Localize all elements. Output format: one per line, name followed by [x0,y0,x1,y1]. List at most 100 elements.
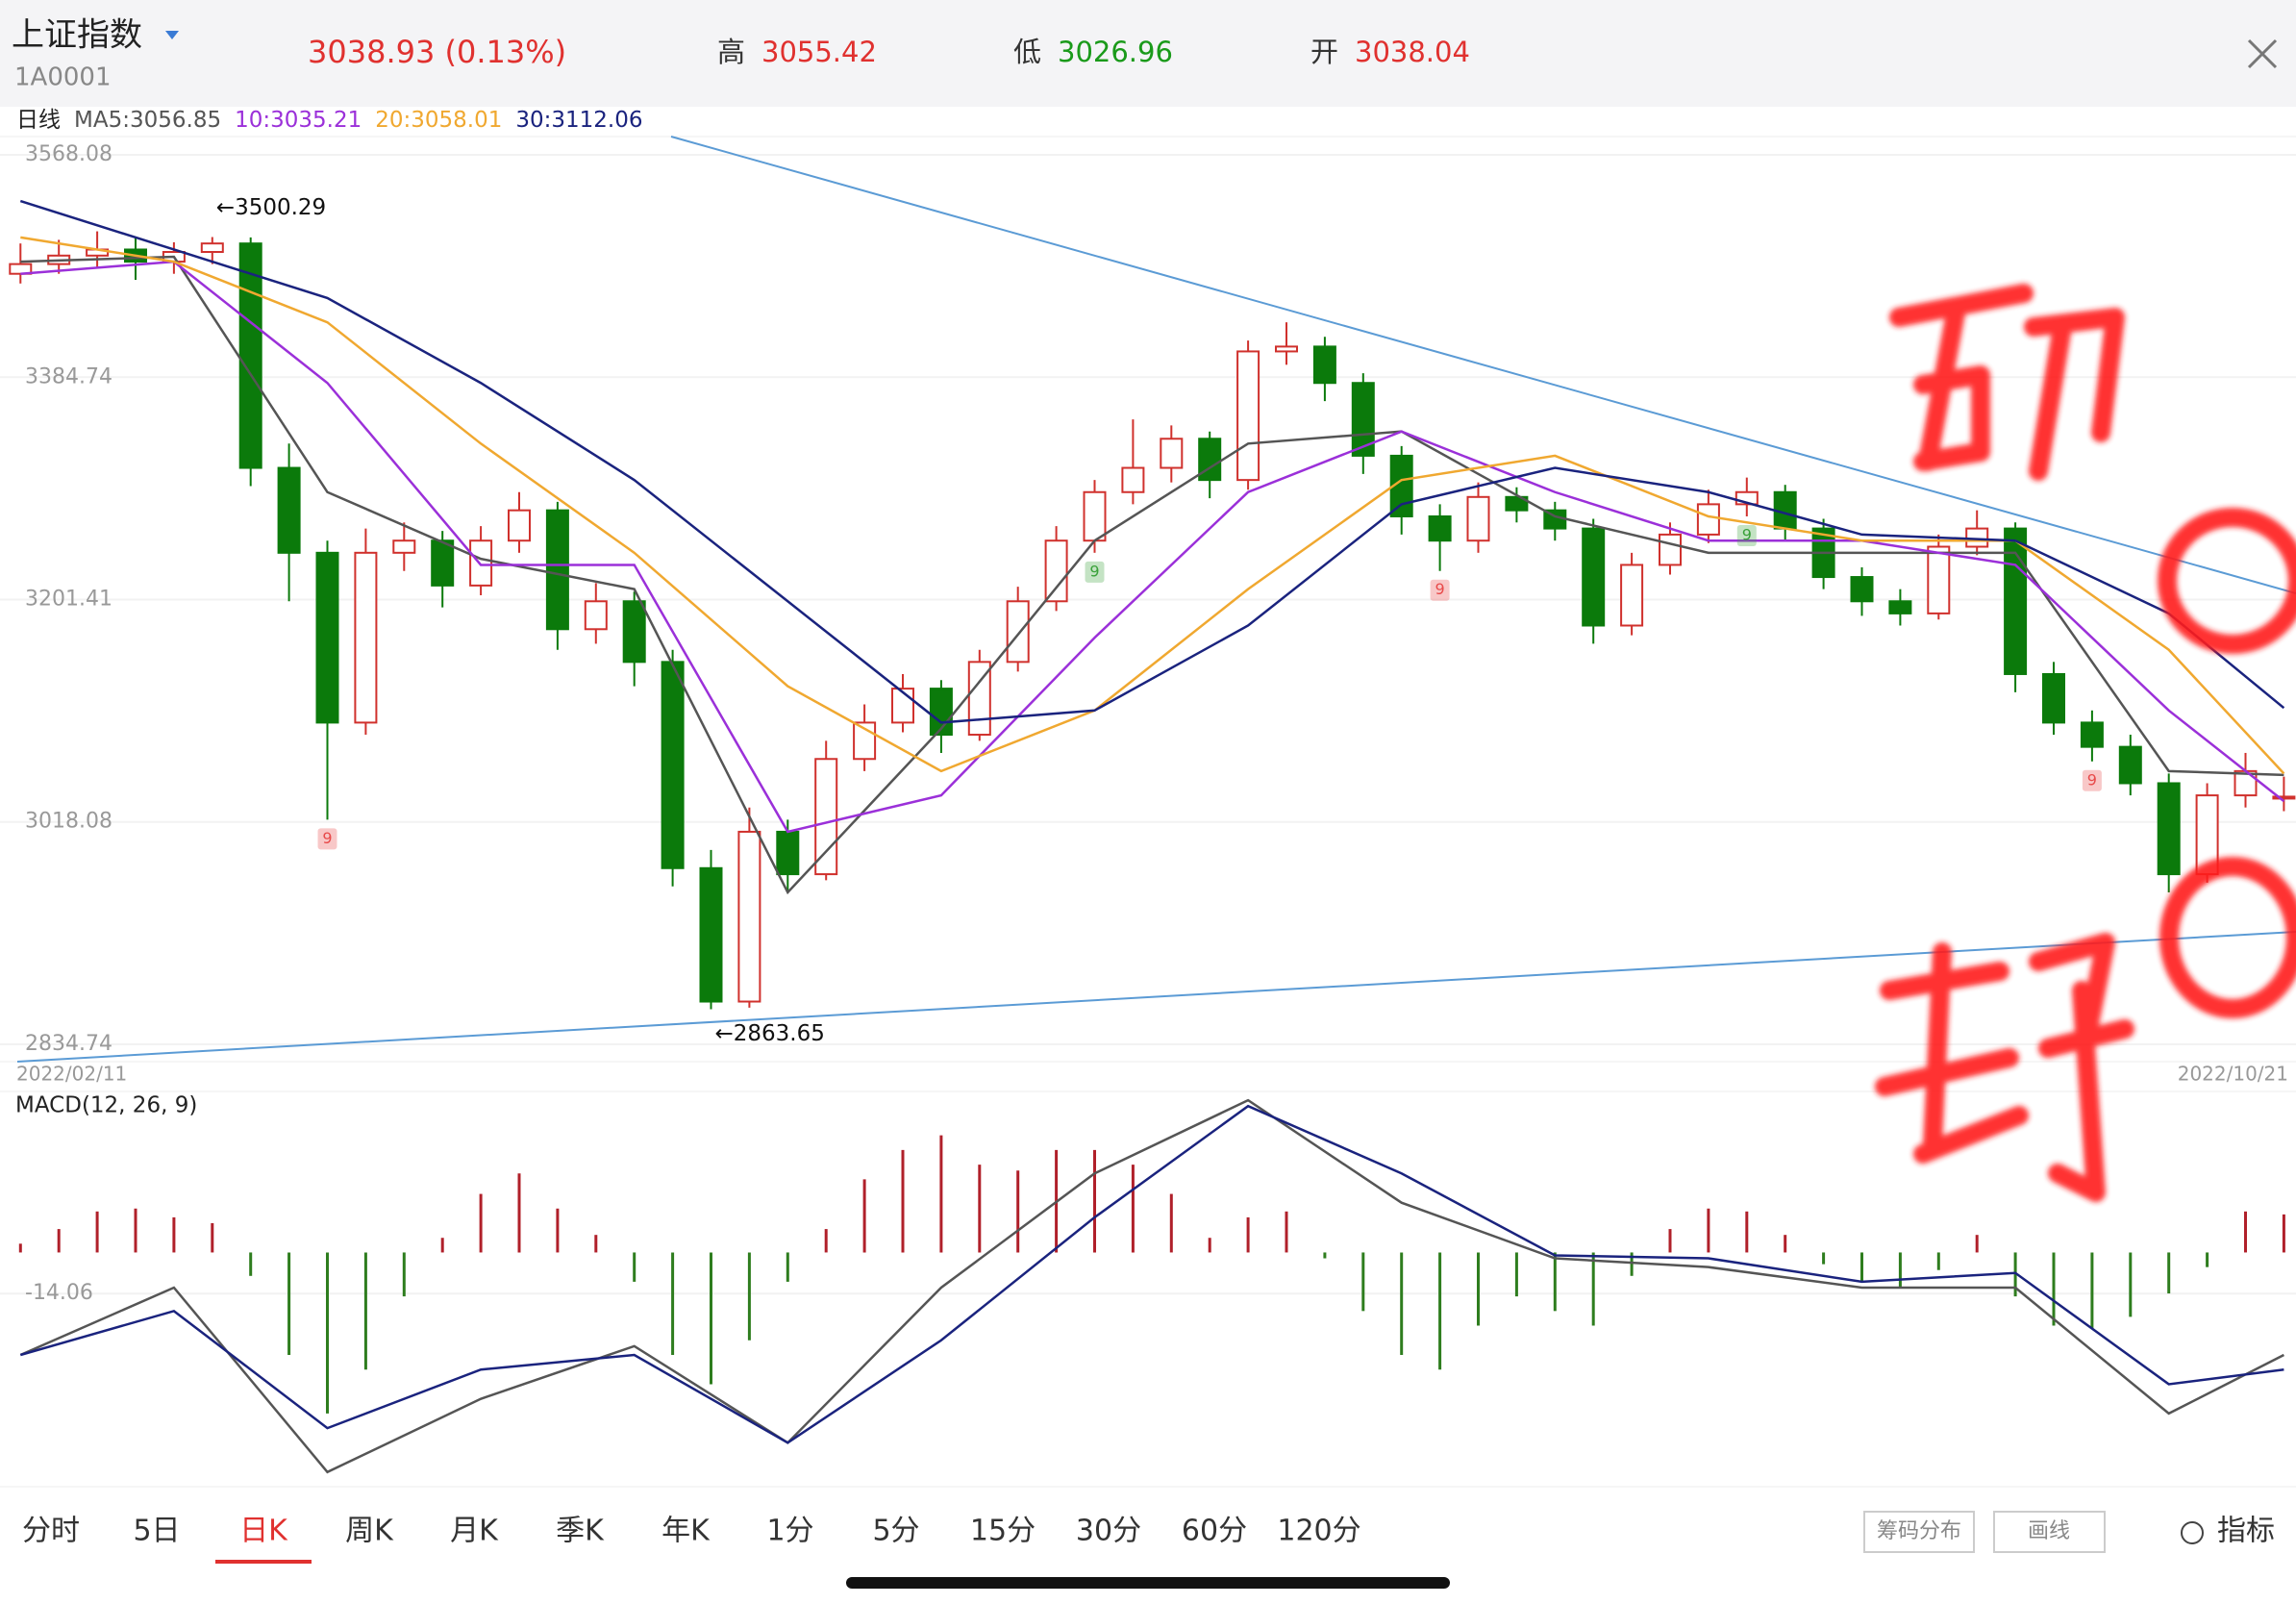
x-end-label: 2022/10/21 [2178,1063,2288,1086]
td-mark-bg [317,828,337,850]
candle-body [1428,514,1452,542]
candle-body [1198,438,1222,482]
tab[interactable]: 5日 [133,1515,180,1548]
button[interactable]: 筹码分布 [1877,1519,1961,1543]
candle-body [1696,503,1720,536]
y-tick-label: 3568.08 [25,142,112,166]
close-button[interactable] [2247,38,2278,69]
tab-underline [215,1560,312,1564]
candle-body [1351,382,1375,457]
candle-body [545,509,569,631]
ma-line [20,260,2285,834]
candle-body [392,539,416,554]
candle-body [277,466,301,554]
y-tick-label: 2834.74 [25,1032,112,1056]
candle-body [508,509,531,542]
candle-body [1620,564,1644,627]
trend-line [16,931,2296,1063]
td-mark-bg [1736,524,1757,546]
candle-body [776,830,800,876]
candle-body [1275,345,1298,353]
td-mark: 9 [1435,580,1445,598]
index-name[interactable]: 上证指数 [12,16,142,55]
candle-body [2004,527,2028,675]
index-code: 1A0001 [14,63,112,92]
candle-body [1965,527,1989,548]
candle-body [1850,576,1874,603]
candle-body [661,661,685,869]
legend-value: 3056.85 [130,108,221,133]
legend-value: 3035.21 [270,108,362,133]
candle-body [699,866,723,1003]
x-start-label: 2022/02/11 [16,1063,127,1086]
candle-body [200,242,224,254]
y-tick-label: 3201.41 [25,588,112,612]
low-value: 3026.96 [1058,36,1173,68]
candle-body [1312,345,1336,385]
td-mark: 9 [1089,562,1099,580]
home-indicator [846,1577,1450,1589]
low-label: 低 [1013,36,1041,68]
macd-title: MACD(12, 26, 9) [15,1093,197,1118]
td-mark: 9 [2087,770,2097,789]
tab[interactable]: 分时 [22,1515,80,1548]
candle-body [315,551,339,724]
open-value: 3038.04 [1355,36,1470,68]
candle-body [584,600,608,631]
candle-body [431,539,455,587]
tab[interactable]: 60分 [1182,1515,1247,1548]
candle-body [238,242,262,469]
candle-body [1466,495,1490,542]
candle-body [2042,672,2065,724]
tab[interactable]: 120分 [1277,1515,1360,1548]
candle-body [1121,466,1145,493]
tab[interactable]: 15分 [970,1515,1036,1548]
annotation: ←2863.65 [715,1021,825,1046]
td-mark-bg [1085,561,1105,583]
macd-line [19,1104,2284,1444]
tab[interactable]: 季K [556,1515,605,1548]
candle-body [1160,438,1184,469]
button-frame[interactable] [1863,1511,1975,1553]
td-mark: 9 [1742,525,1752,543]
candle-body [1582,527,1606,627]
button[interactable]: 画线 [2028,1519,2070,1543]
dropdown-icon[interactable] [165,31,179,39]
macd-line [19,1098,2284,1474]
candle-body [1083,490,1107,542]
button-frame[interactable] [1993,1511,2106,1553]
candle-body [1044,539,1068,603]
tab[interactable]: 月K [450,1515,499,1548]
legend-value: 3058.01 [411,108,502,133]
y-tick-label: 3018.08 [25,810,112,834]
high-value: 3055.42 [761,36,877,68]
tab[interactable]: 年K [661,1515,711,1548]
candle-body [2118,745,2142,785]
candle-body [1659,533,1682,566]
price: 3038.93 (0.13%) [308,34,566,70]
tab[interactable]: 周K [345,1515,394,1548]
ma-legend: 日线 MA5:3056.85 10:3035.21 20:3058.01 30:3112… [16,108,643,133]
y-tick-label: 3384.74 [25,364,112,388]
tab[interactable]: 5分 [872,1515,919,1548]
candle-body [814,758,838,876]
trend-line [670,136,2296,594]
candle-body [1888,600,1912,614]
tab[interactable]: 30分 [1076,1515,1141,1548]
candle-body [1006,600,1030,664]
legend-name: 20: [375,108,411,133]
tab[interactable]: 1分 [766,1515,813,1548]
candle-body [2157,782,2181,876]
tab[interactable]: 日K [239,1515,288,1548]
candle-body [1505,495,1529,512]
candle-body [967,661,991,737]
handwriting [1875,284,2296,1202]
candle-body [2080,721,2104,748]
indicator-button[interactable]: 指标 [2217,1515,2275,1548]
header-bg [0,0,2296,107]
candle-body [622,600,646,664]
td-mark-bg [1430,579,1450,601]
indicator-icon[interactable] [2181,1521,2204,1544]
open-label: 开 [1310,36,1338,68]
period-label: 日线 [16,108,61,133]
